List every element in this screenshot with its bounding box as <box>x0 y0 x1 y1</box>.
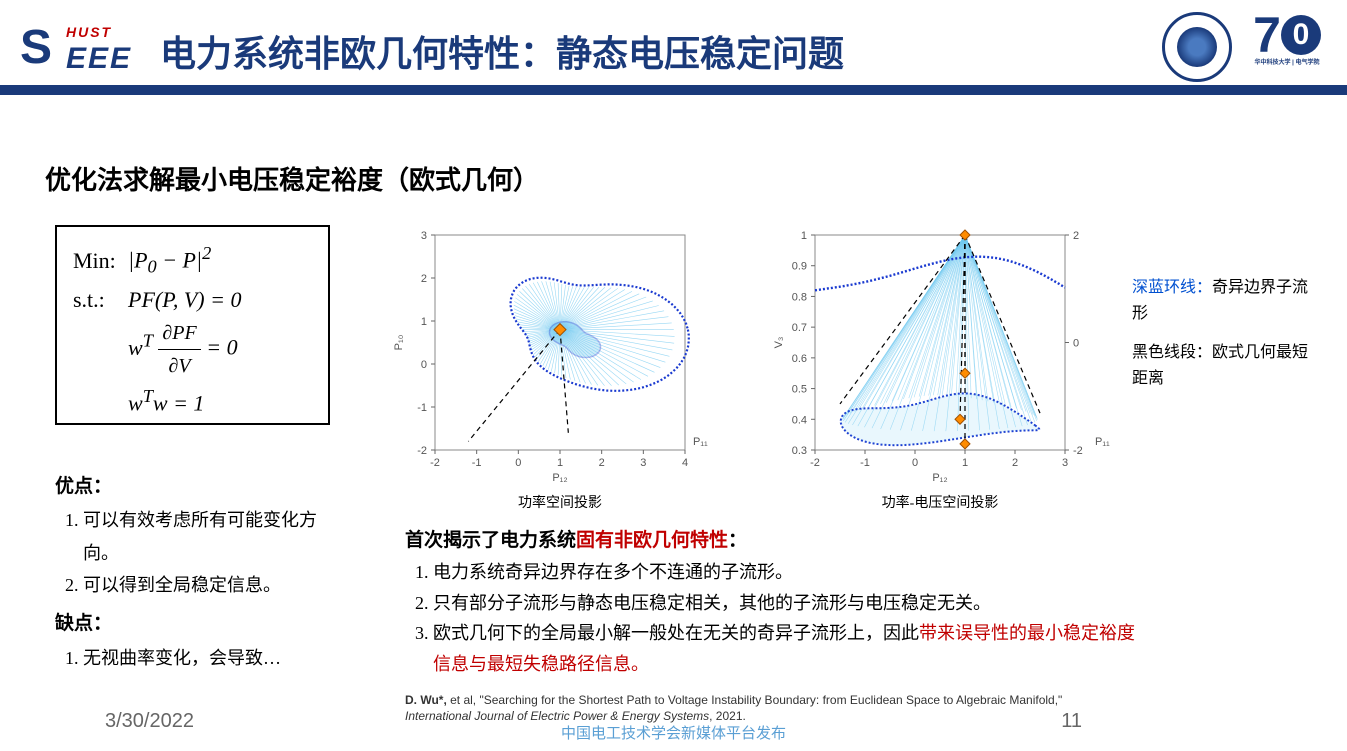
svg-text:0.4: 0.4 <box>792 414 807 426</box>
svg-text:0.6: 0.6 <box>792 353 807 365</box>
list-item: 电力系统奇异边界存在多个不连通的子流形。 <box>433 557 1135 588</box>
svg-text:0.9: 0.9 <box>792 261 807 273</box>
svg-text:-1: -1 <box>860 457 870 469</box>
svg-text:P₁₁: P₁₁ <box>1095 436 1110 448</box>
findings-heading: 首次揭示了电力系统固有非欧几何特性： <box>405 525 1135 557</box>
anniv-sub: 华中科技大学 | 电气学院 <box>1247 60 1327 66</box>
svg-text:P₁₁: P₁₁ <box>693 436 708 448</box>
key-findings: 首次揭示了电力系统固有非欧几何特性： 电力系统奇异边界存在多个不连通的子流形。只… <box>405 525 1135 680</box>
legend-blue: 深蓝环线：奇异边界子流形 <box>1132 275 1317 326</box>
pros-cons-block: 优点： 可以有效考虑所有可能变化方向。可以得到全局稳定信息。 缺点： 无视曲率变… <box>55 470 335 674</box>
citation: D. Wu*, et al, "Searching for the Shorte… <box>405 693 1125 724</box>
logo-hust: HUST <box>66 24 112 40</box>
legend-black: 黑色线段：欧式几何最短距离 <box>1132 340 1317 391</box>
min-expr: |P0 − P|2 <box>128 239 211 282</box>
list-item: 欧式几何下的全局最小解一般处在无关的奇异子流形上，因此带来误导性的最小稳定裕度信… <box>433 618 1135 679</box>
optimization-formula-box: Min: |P0 − P|2 s.t.: PF(P, V) = 0 wT ∂PF… <box>55 225 330 425</box>
pros-list: 可以有效考虑所有可能变化方向。可以得到全局稳定信息。 <box>55 504 335 601</box>
header-bar: S HUST EEE 电力系统非欧几何特性：静态电压稳定问题 70 华中科技大学… <box>0 0 1347 95</box>
svg-text:P₁₂: P₁₂ <box>552 472 567 484</box>
st2-expr: wT ∂PF∂V = 0 <box>128 317 238 382</box>
svg-text:3: 3 <box>640 457 646 469</box>
anniversary-70-logo: 70 华中科技大学 | 电气学院 <box>1247 10 1327 85</box>
svg-text:0: 0 <box>1073 338 1079 350</box>
formula-st1-row: s.t.: PF(P, V) = 0 <box>73 282 312 317</box>
svg-text:V₃: V₃ <box>773 337 785 349</box>
figures-row: -2 -1 0 1 2 3 4 -2 -1 0 1 2 3 P₁₁ P₁₂ P₁₀ 功率空间投影 -2 -1 0 1… <box>390 225 1110 512</box>
formula-min-row: Min: |P0 − P|2 <box>73 239 312 282</box>
cons-heading: 缺点： <box>55 607 335 641</box>
svg-text:-1: -1 <box>417 402 427 414</box>
figure-legend: 深蓝环线：奇异边界子流形 黑色线段：欧式几何最短距离 <box>1132 275 1317 391</box>
st1-expr: PF(P, V) = 0 <box>128 282 241 317</box>
svg-text:1: 1 <box>421 316 427 328</box>
svg-text:1: 1 <box>557 457 563 469</box>
formula-st2-row: wT ∂PF∂V = 0 <box>73 317 312 382</box>
list-item: 可以得到全局稳定信息。 <box>83 569 335 601</box>
anniv-0: 0 <box>1281 15 1321 55</box>
pros-heading: 优点： <box>55 470 335 504</box>
svg-text:3: 3 <box>1062 457 1068 469</box>
svg-text:0: 0 <box>421 359 427 371</box>
slide-title: 电力系统非欧几何特性：静态电压稳定问题 <box>160 25 844 77</box>
figure-2-svg: -2 -1 0 1 2 3 0.3 0.4 0.5 0.6 0.7 0.8 0.9 1 -2 0 2 P₁₁ P₁₂… <box>770 225 1110 485</box>
figure-2: -2 -1 0 1 2 3 0.3 0.4 0.5 0.6 0.7 0.8 0.9 1 -2 0 2 P₁₁ P₁₂… <box>770 225 1110 512</box>
svg-text:-1: -1 <box>472 457 482 469</box>
findings-list: 电力系统奇异边界存在多个不连通的子流形。只有部分子流形与静态电压稳定相关，其他的… <box>405 557 1135 679</box>
svg-text:2: 2 <box>1012 457 1018 469</box>
figure-1: -2 -1 0 1 2 3 4 -2 -1 0 1 2 3 P₁₁ P₁₂ P₁₀ 功率空间投影 <box>390 225 730 512</box>
svg-text:4: 4 <box>682 457 688 469</box>
svg-text:1: 1 <box>962 457 968 469</box>
cons-list: 无视曲率变化，会导致… <box>55 642 335 674</box>
footer-watermark: 中国电工技术学会新媒体平台发布 <box>561 722 786 743</box>
svg-text:P₁₀: P₁₀ <box>393 335 405 351</box>
svg-text:2: 2 <box>421 273 427 285</box>
svg-text:-2: -2 <box>417 445 427 457</box>
svg-text:0: 0 <box>515 457 521 469</box>
footer-page-number: 11 <box>1061 710 1082 733</box>
section-title: 优化法求解最小电压稳定裕度（欧式几何） <box>45 160 539 197</box>
footer-date: 3/30/2022 <box>105 710 194 733</box>
svg-text:-2: -2 <box>430 457 440 469</box>
logo-eee: EEE <box>66 42 132 76</box>
svg-text:2: 2 <box>599 457 605 469</box>
svg-text:0.8: 0.8 <box>792 291 807 303</box>
figure-2-caption: 功率-电压空间投影 <box>770 492 1110 512</box>
svg-text:3: 3 <box>421 230 427 242</box>
emblem-icon <box>1162 12 1232 82</box>
list-item: 无视曲率变化，会导致… <box>83 642 335 674</box>
svg-text:0.5: 0.5 <box>792 384 807 396</box>
svg-text:0.7: 0.7 <box>792 322 807 334</box>
svg-text:1: 1 <box>801 230 807 242</box>
svg-text:-2: -2 <box>810 457 820 469</box>
anniv-7: 7 <box>1253 10 1281 60</box>
logo-seee-hust: S HUST EEE <box>20 20 150 75</box>
figure-1-svg: -2 -1 0 1 2 3 4 -2 -1 0 1 2 3 P₁₁ P₁₂ P₁₀ <box>390 225 730 485</box>
st-label: s.t.: <box>73 282 128 317</box>
list-item: 只有部分子流形与静态电压稳定相关，其他的子流形与电压稳定无关。 <box>433 588 1135 619</box>
svg-text:2: 2 <box>1073 230 1079 242</box>
svg-text:0.3: 0.3 <box>792 445 807 457</box>
st3-expr: wTw = 1 <box>128 382 204 421</box>
list-item: 可以有效考虑所有可能变化方向。 <box>83 504 335 569</box>
formula-st3-row: wTw = 1 <box>73 382 312 421</box>
svg-text:P₁₂: P₁₂ <box>932 472 947 484</box>
svg-text:-2: -2 <box>1073 445 1083 457</box>
svg-text:0: 0 <box>912 457 918 469</box>
figure-1-caption: 功率空间投影 <box>390 492 730 512</box>
logo-s: S <box>20 21 52 74</box>
min-label: Min: <box>73 243 128 278</box>
